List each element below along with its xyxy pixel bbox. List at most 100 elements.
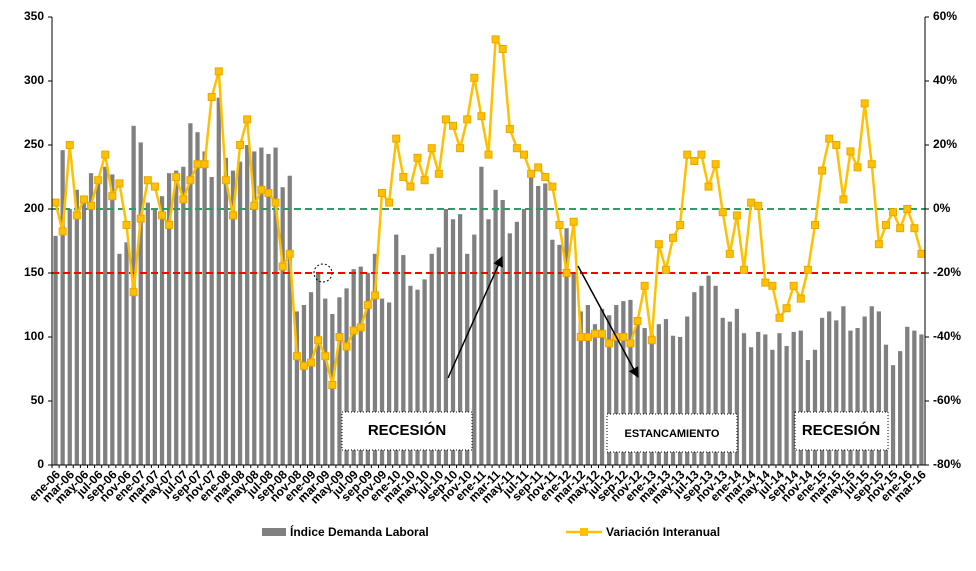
bar xyxy=(763,334,768,465)
marker xyxy=(633,317,642,325)
bar xyxy=(273,147,278,465)
bar xyxy=(869,306,874,465)
marker xyxy=(498,45,507,53)
marker xyxy=(264,189,273,197)
bar xyxy=(841,306,846,465)
bar xyxy=(422,279,427,465)
marker xyxy=(910,224,919,233)
bar xyxy=(564,228,569,465)
bar xyxy=(365,273,370,465)
annotation-box xyxy=(341,411,473,451)
y-tick-label: 300 xyxy=(24,73,44,87)
marker xyxy=(569,217,578,226)
y-tick-label: 100 xyxy=(24,329,44,343)
bar xyxy=(855,328,860,465)
bar xyxy=(607,315,612,465)
marker xyxy=(477,112,486,121)
y2-tick-label: 40% xyxy=(933,73,957,87)
marker xyxy=(818,166,827,175)
marker xyxy=(441,115,450,124)
bar xyxy=(330,313,335,465)
marker xyxy=(583,333,592,341)
marker xyxy=(470,73,479,82)
bar xyxy=(74,189,79,466)
bar xyxy=(862,316,867,465)
marker xyxy=(683,150,692,159)
marker xyxy=(754,201,763,210)
marker xyxy=(718,208,727,217)
bar xyxy=(266,153,271,465)
bar xyxy=(919,334,924,465)
bar xyxy=(337,297,342,465)
bar xyxy=(188,123,193,466)
marker xyxy=(711,160,720,169)
legend-label: Variación Interanual xyxy=(606,525,720,539)
annotation: ESTANCAMIENTO xyxy=(625,428,720,440)
bar xyxy=(223,157,229,466)
bar xyxy=(379,298,385,465)
bar xyxy=(912,330,917,465)
marker xyxy=(512,144,521,153)
marker xyxy=(420,176,429,185)
marker xyxy=(548,182,557,191)
marker xyxy=(505,125,514,133)
marker xyxy=(158,211,167,220)
bar xyxy=(301,305,307,465)
marker xyxy=(72,211,81,220)
bar xyxy=(245,145,250,465)
bar xyxy=(67,209,72,465)
bar xyxy=(713,285,718,465)
marker xyxy=(250,201,259,210)
bar xyxy=(159,196,165,465)
y2-tick-label: -60% xyxy=(933,393,961,407)
bar xyxy=(819,317,825,465)
marker xyxy=(810,221,819,229)
marker xyxy=(576,333,585,341)
marker xyxy=(598,329,607,338)
highlight-circle xyxy=(313,263,333,283)
bar xyxy=(827,311,832,465)
bar xyxy=(699,285,704,465)
marker xyxy=(867,160,876,169)
bar xyxy=(890,365,896,465)
marker xyxy=(747,198,756,207)
bar xyxy=(259,147,264,465)
annotation: RECESIÓN xyxy=(802,421,880,439)
marker xyxy=(661,265,670,274)
marker xyxy=(740,265,749,274)
bar xyxy=(550,239,555,465)
bar xyxy=(138,142,143,465)
marker xyxy=(527,169,536,178)
y2-tick-label: -20% xyxy=(933,265,961,279)
marker xyxy=(385,198,394,207)
marker xyxy=(101,150,110,159)
marker xyxy=(796,294,805,303)
marker xyxy=(307,358,316,367)
bar xyxy=(649,334,654,465)
bar xyxy=(443,209,449,465)
marker xyxy=(200,160,209,169)
marker xyxy=(321,352,330,361)
annotation-box xyxy=(606,413,738,453)
bar xyxy=(748,347,754,465)
marker xyxy=(51,198,60,207)
bar xyxy=(110,174,115,465)
bar xyxy=(812,349,818,465)
marker xyxy=(917,249,926,258)
bar xyxy=(323,298,328,465)
marker xyxy=(874,240,883,249)
marker xyxy=(186,176,195,185)
marker xyxy=(881,221,890,229)
bar xyxy=(237,161,243,465)
bar xyxy=(543,183,548,465)
bar xyxy=(450,219,456,465)
marker xyxy=(449,121,458,130)
bar xyxy=(898,351,903,465)
marker xyxy=(825,134,834,143)
bar xyxy=(372,253,378,465)
marker xyxy=(228,211,237,220)
marker xyxy=(725,249,734,258)
legend-swatch xyxy=(262,528,286,536)
marker xyxy=(335,333,344,341)
marker xyxy=(314,336,323,345)
